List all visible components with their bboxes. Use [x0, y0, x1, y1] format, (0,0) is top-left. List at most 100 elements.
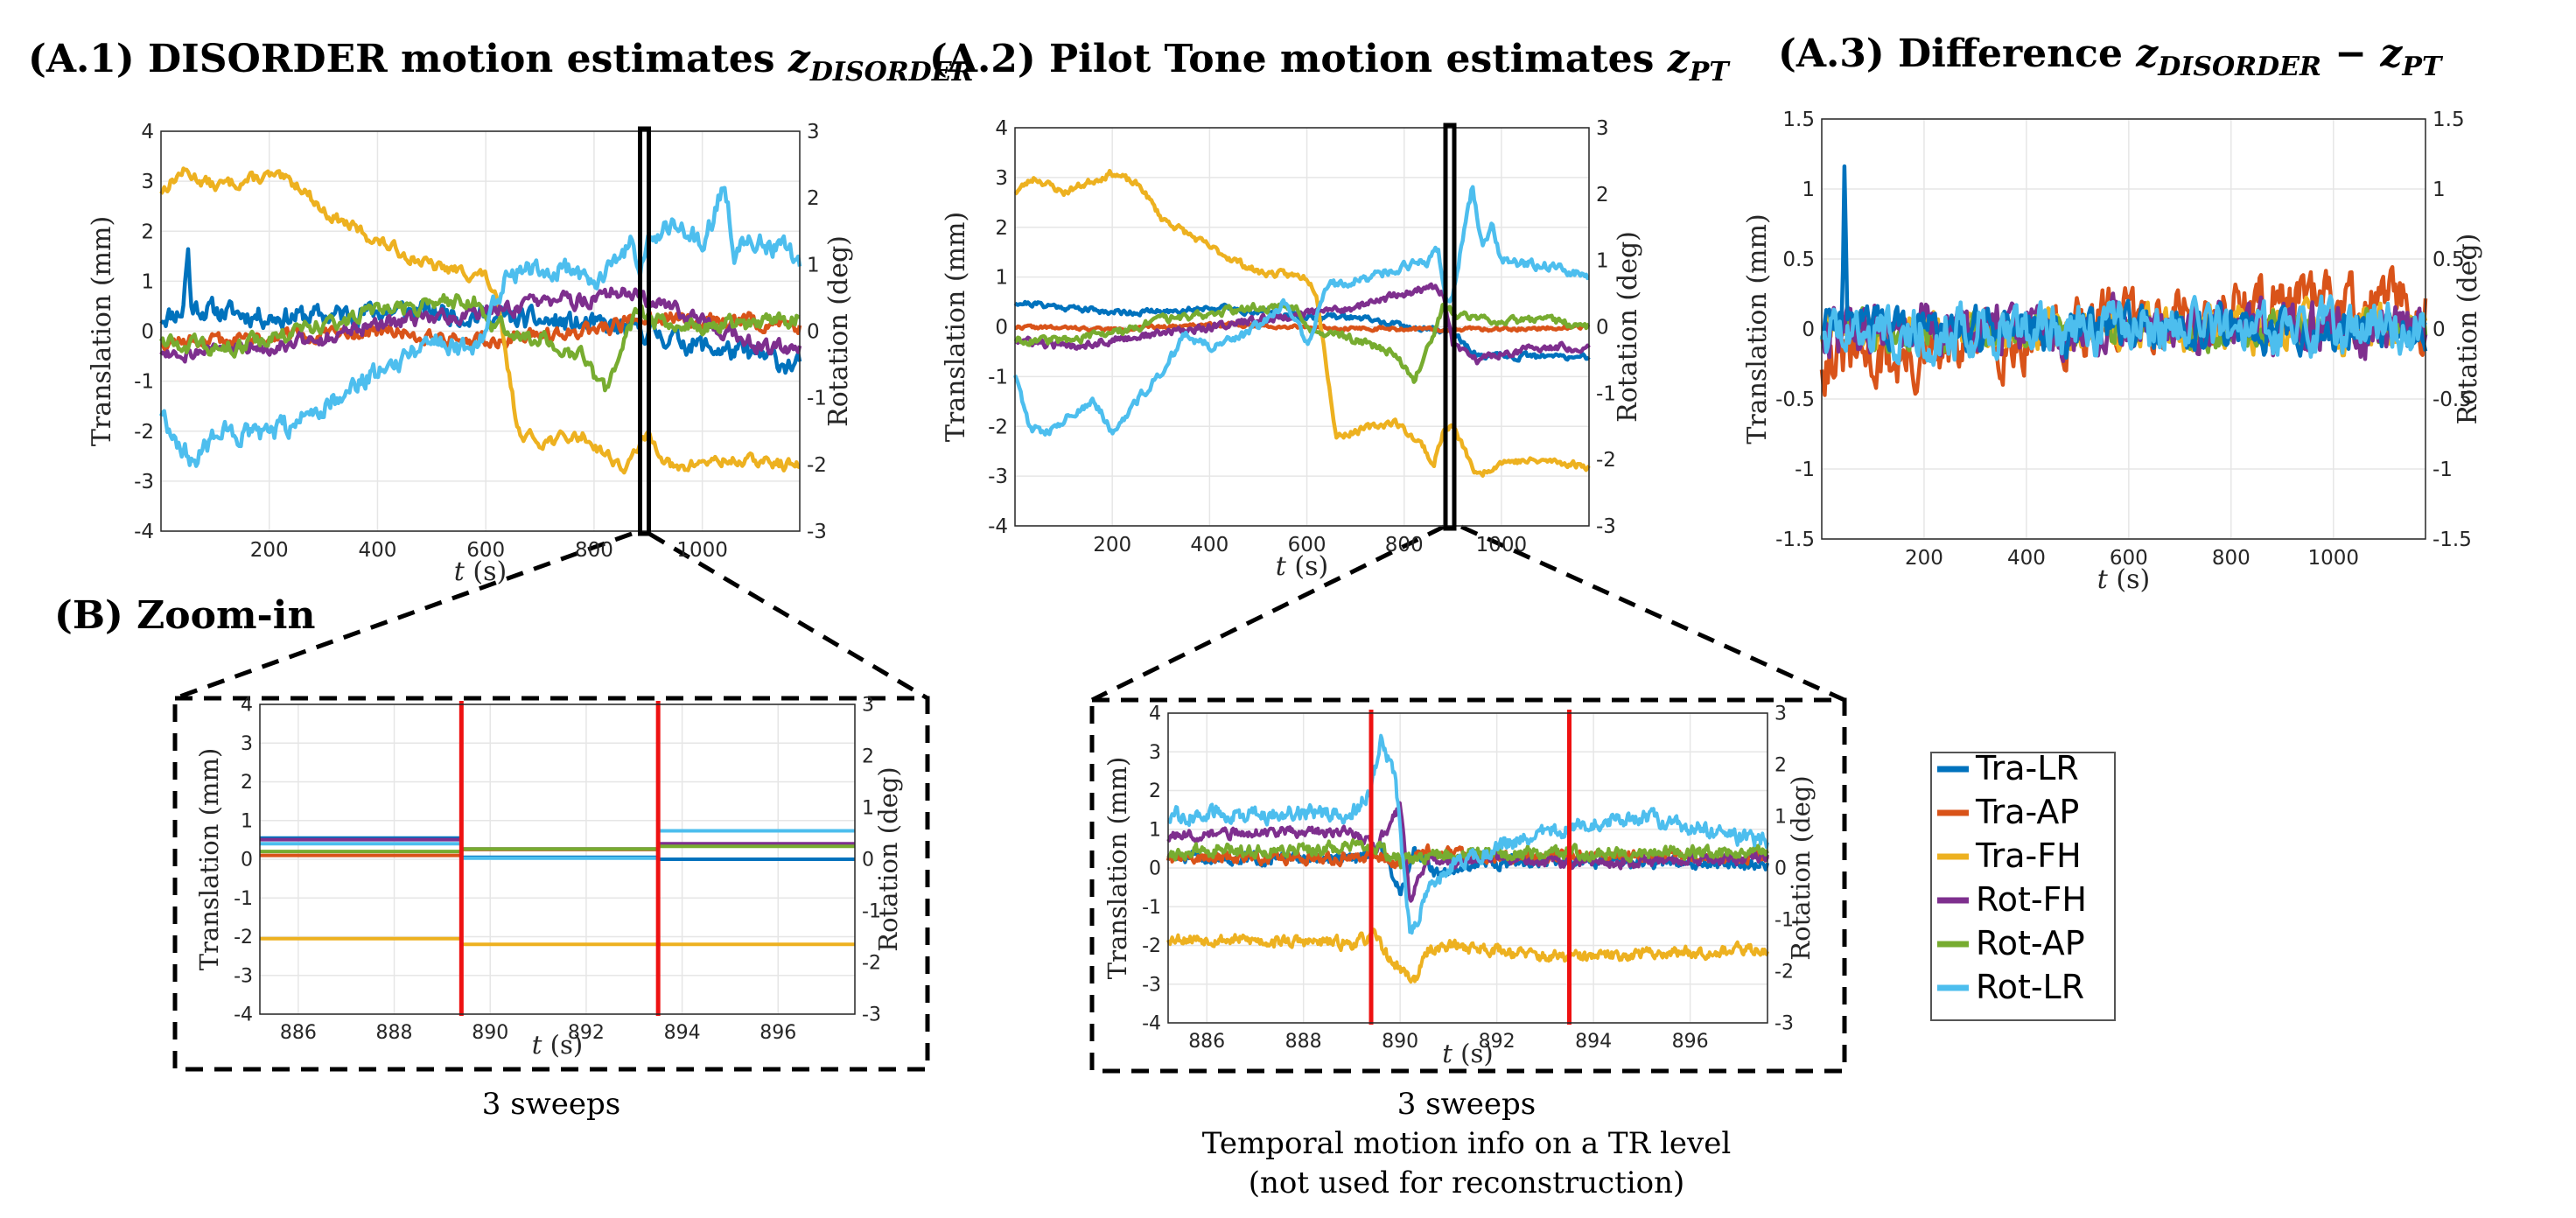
y-tick-label: 0.5	[1782, 248, 1815, 271]
x-tick-label: 400	[359, 539, 397, 562]
x-tick-label: 200	[250, 539, 289, 562]
x-axis-label: t (s)	[1442, 1039, 1493, 1068]
x-tick-label: 1000	[1476, 534, 1528, 556]
caption-right-2: Temporal motion info on a TR level	[1202, 1126, 1731, 1161]
y-right-tick-label: 0	[862, 850, 874, 872]
legend-label-rot-fh: Rot-FH	[1976, 880, 2087, 919]
x-tick-label: 600	[1288, 534, 1326, 556]
y-tick-label: -3	[1142, 974, 1161, 996]
tick-labels: 200 400 600 800 1000 -4 -3 -2 -1 0 1 2 3 4 -3 -2 -1 0 1 2 3	[134, 121, 827, 562]
series-tra-fh-line	[260, 936, 855, 947]
y-tick-label: 4	[1149, 704, 1161, 725]
y-right-tick-label: -1	[2432, 458, 2453, 481]
x-tick-label: 896	[1672, 1031, 1709, 1053]
y-tick-label: -4	[134, 521, 154, 543]
y-tick-label: 1	[1802, 178, 1815, 201]
chart-a3: 200 400 600 800 1000 -1.5 -1 -0.5 0 0.5 1 1.5 -1.5 -1…	[1742, 108, 2483, 595]
y-right-tick-label: -2	[1596, 449, 1616, 472]
y-tick-label: -2	[134, 421, 154, 444]
y-right-tick-label: -2	[862, 953, 881, 975]
y-tick-label: -2	[234, 927, 253, 948]
series-rot-ap-line	[260, 844, 855, 854]
caption-right-1: 3 sweeps	[1397, 1087, 1536, 1122]
axes-box	[1821, 118, 2426, 540]
x-tick-label: 888	[1285, 1031, 1322, 1053]
y-tick-label: -3	[234, 965, 253, 987]
x-tick-label: 200	[1905, 547, 1943, 570]
y-tick-label: 1	[141, 270, 154, 293]
y-tick-label: 0	[1149, 858, 1161, 880]
y-tick-label: -0.5	[1775, 388, 1815, 411]
caption-right-3: (not used for reconstruction)	[1249, 1166, 1685, 1200]
x-tick-label: 892	[1479, 1031, 1516, 1053]
x-tick-label: 886	[1188, 1031, 1225, 1053]
y-right-tick-label: -1.5	[2432, 528, 2472, 551]
y-axis-label: Translation (mm)	[194, 748, 224, 971]
zoom-connector-left-1	[174, 531, 633, 701]
series-rot-ap-line	[1013, 302, 1591, 384]
y-tick-label: 3	[241, 733, 253, 755]
axes-box	[1167, 712, 1768, 1024]
x-axis-label: t (s)	[1276, 551, 1328, 582]
y-tick-label: 4	[241, 695, 253, 717]
x-tick-label: 800	[575, 539, 613, 562]
y-tick-label: 3	[141, 171, 154, 193]
y-tick-label: 1	[995, 267, 1008, 290]
zoom-frame-right	[1089, 697, 1847, 1074]
y-right-tick-label: -0.5	[2432, 388, 2472, 411]
y-right-tick-label: 3	[807, 121, 820, 144]
y-tick-label: -1.5	[1775, 528, 1815, 551]
x-tick-label: 600	[2110, 547, 2148, 570]
y-right-tick-label: 1	[807, 254, 820, 276]
y-right-tick-label: 0	[807, 321, 820, 344]
y-tick-label: -3	[988, 466, 1008, 488]
chart-a1: 200 400 600 800 1000 -4 -3 -2 -1 0 1 2 3 4 -3 -2 -1 0 1 2 3 T…	[87, 121, 854, 587]
x-tick-label: 896	[760, 1022, 796, 1044]
y-tick-label: 1	[241, 810, 253, 832]
y-axis-label: Translation (mm)	[1102, 757, 1132, 980]
y-right-tick-label: -2	[1774, 962, 1794, 984]
chart-a2: 200 400 600 800 1000 -4 -3 -2 -1 0 1 2 3 4 -3 -2 -1 0 1 2 3 T…	[941, 117, 1643, 582]
y-tick-label: 0	[1802, 318, 1815, 341]
y-tick-label: 2	[141, 220, 154, 243]
tick-labels: 886 888 890 892 894 896 -4 -3 -2 -1 0 1 2 3 4 -3 -2 -1 0 1 2…	[1142, 704, 1794, 1053]
series-lines	[1166, 733, 1769, 984]
y-tick-label: 1.5	[1782, 108, 1815, 131]
title-a3: (A.3) Difference zDISORDER − zPT	[1778, 32, 2444, 82]
x-tick-label: 886	[280, 1022, 317, 1044]
y-tick-label: -3	[134, 471, 154, 494]
series-tra-fh-line	[1166, 928, 1769, 984]
legend-label-tra-fh: Tra-FH	[1975, 836, 2082, 875]
y-tick-label: -1	[234, 888, 253, 910]
x-axis-label: t (s)	[454, 556, 507, 587]
legend-label-rot-ap: Rot-AP	[1976, 924, 2085, 962]
y-tick-label: 4	[995, 117, 1008, 140]
title-b: (B) Zoom-in	[54, 593, 315, 638]
y-right-tick-label: 2	[1596, 184, 1609, 206]
axes-box	[160, 130, 801, 532]
series-lines	[260, 829, 855, 947]
y-tick-label: -4	[234, 1004, 253, 1026]
series-rot-lr-line	[260, 829, 855, 860]
series-rot-fh-line	[1166, 801, 1769, 903]
zoom-highlight-window	[638, 126, 651, 536]
y-tick-label: 2	[995, 217, 1008, 240]
legend-label-rot-lr: Rot-LR	[1976, 968, 2084, 1006]
title-a1: (A.1) DISORDER motion estimates zDISORDE…	[28, 37, 974, 88]
x-tick-label: 400	[2007, 547, 2046, 570]
legend-box	[1930, 752, 2116, 1021]
x-tick-label: 800	[2212, 547, 2250, 570]
tick-labels: 200 400 600 800 1000 -1.5 -1 -0.5 0 0.5 1 1.5 -1.5 -1…	[1775, 108, 2472, 570]
x-tick-label: 1000	[676, 539, 728, 562]
y-tick-label: -2	[1142, 935, 1161, 957]
series-rot-fh-line	[1014, 282, 1591, 366]
series-rot-fh-line	[159, 286, 802, 364]
x-tick-label: 890	[472, 1022, 508, 1044]
y-right-tick-label: 3	[862, 695, 874, 717]
y-right-axis-label: Rotation (deg)	[1613, 231, 1643, 423]
y-tick-label: 2	[1149, 780, 1161, 802]
x-tick-label: 400	[1190, 534, 1228, 556]
tick-labels: 200 400 600 800 1000 -4 -3 -2 -1 0 1 2 3 4 -3 -2 -1 0 1 2 3	[988, 117, 1616, 556]
